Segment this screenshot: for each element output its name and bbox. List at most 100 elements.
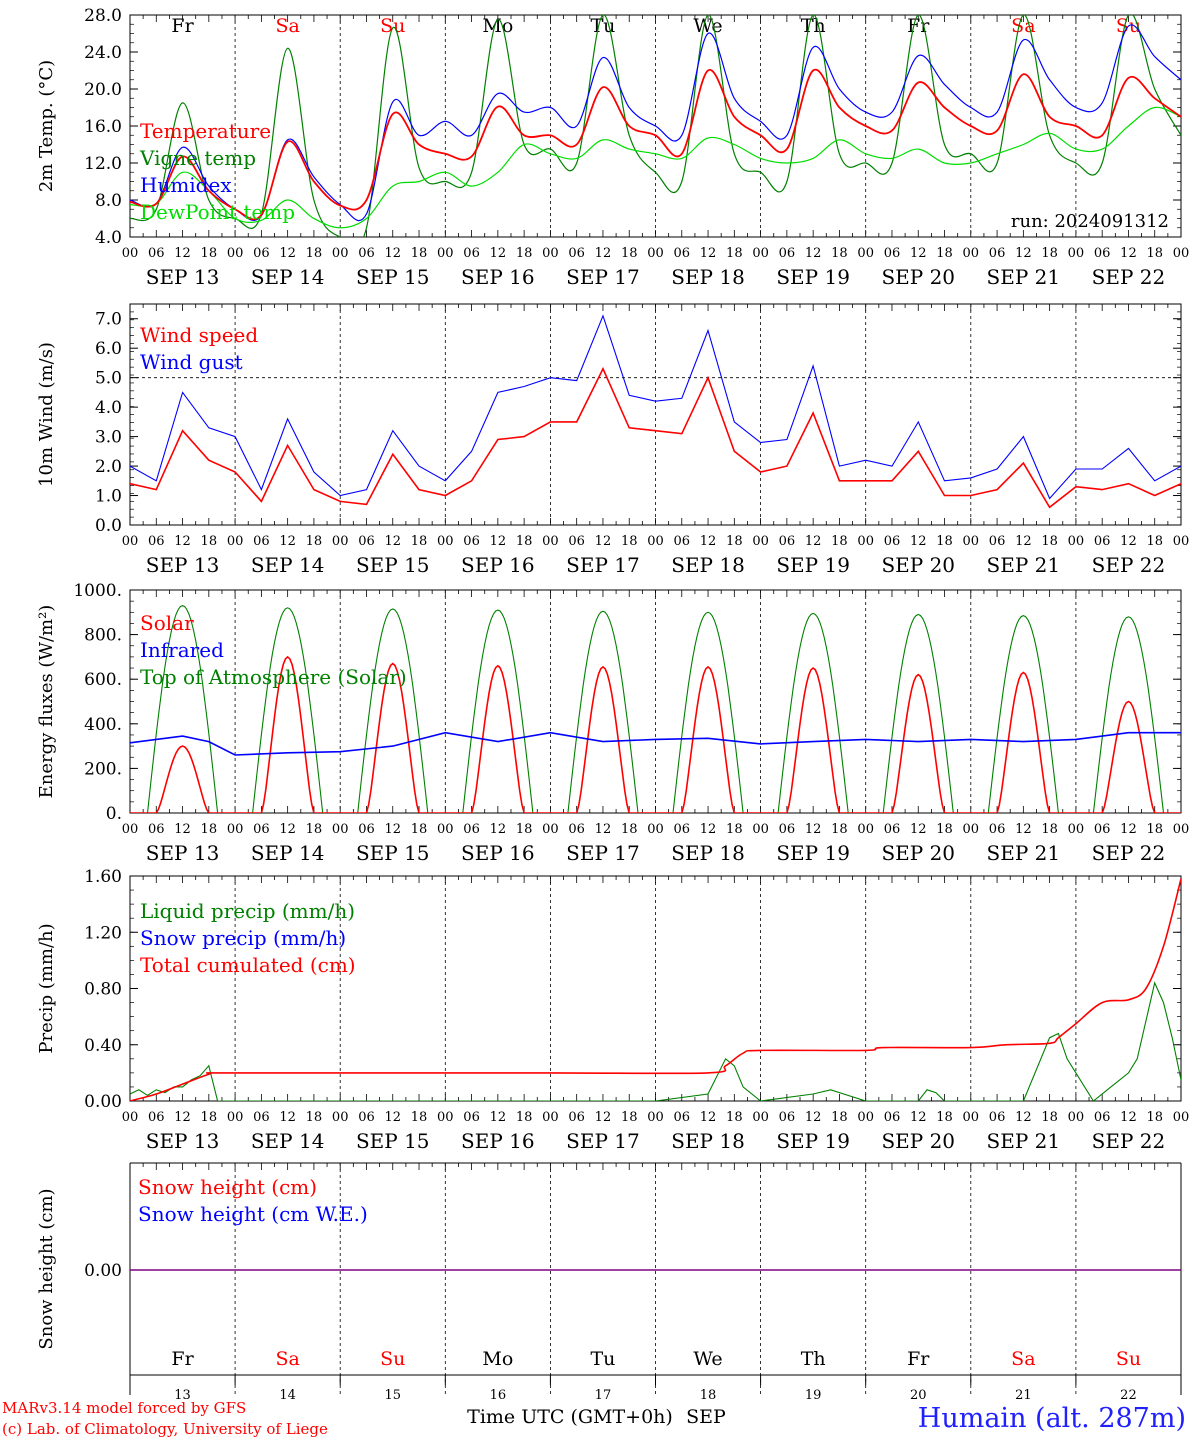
- day-name-label: We: [693, 1348, 722, 1370]
- x-hour-label: 00: [963, 534, 980, 549]
- y-tick-label: 0.0: [95, 516, 122, 536]
- x-hour-label: 00: [437, 1110, 454, 1125]
- y-tick-label: 28.0: [84, 6, 122, 26]
- x-hour-label: 12: [595, 534, 612, 549]
- x-hour-label: 00: [1173, 246, 1190, 261]
- x-hour-label: 00: [752, 1110, 769, 1125]
- x-date-label: SEP 14: [251, 1129, 325, 1153]
- day-name-label: Sa: [1011, 1348, 1035, 1370]
- x-hour-label: 18: [1041, 534, 1058, 549]
- x-hour-label: 12: [279, 822, 296, 837]
- y-tick-label: 400.: [84, 715, 122, 735]
- x-hour-label: 18: [936, 822, 953, 837]
- x-hour-label: 00: [857, 822, 874, 837]
- series-energy-solar-0: [130, 745, 236, 813]
- x-hour-label: 18: [831, 246, 848, 261]
- x-hour-label: 12: [1015, 1110, 1032, 1125]
- x-hour-label: 12: [1120, 246, 1137, 261]
- day-name-label: Fr: [171, 15, 194, 37]
- x-hour-label: 18: [831, 822, 848, 837]
- y-tick-label: 8.0: [95, 191, 122, 211]
- x-hour-label: 18: [1146, 246, 1163, 261]
- x-hour-label: 18: [936, 246, 953, 261]
- x-hour-label: 12: [174, 246, 191, 261]
- x-hour-label: 06: [568, 246, 585, 261]
- x-hour-label: 06: [884, 246, 901, 261]
- x-hour-label: 06: [1094, 822, 1111, 837]
- x-day-number: 19: [805, 1388, 822, 1403]
- x-hour-label: 06: [674, 822, 691, 837]
- y-tick-label: 4.0: [95, 398, 122, 418]
- x-hour-label: 00: [1068, 1110, 1085, 1125]
- x-hour-label: 06: [779, 1110, 796, 1125]
- x-hour-label: 00: [542, 534, 559, 549]
- x-hour-label: 18: [201, 246, 218, 261]
- y-tick-label: 2.0: [95, 457, 122, 477]
- x-date-label: SEP 14: [251, 265, 325, 289]
- x-day-number: 17: [595, 1388, 612, 1403]
- x-date-label: SEP 19: [776, 265, 850, 289]
- x-day-number: 20: [910, 1388, 927, 1403]
- day-name-label: Fr: [907, 15, 930, 37]
- x-date-label: SEP 13: [146, 553, 220, 577]
- x-hour-label: 06: [989, 246, 1006, 261]
- y-tick-label: 0.: [106, 804, 122, 824]
- x-hour-label: 00: [332, 534, 349, 549]
- x-hour-label: 06: [989, 534, 1006, 549]
- x-hour-label: 00: [122, 1110, 139, 1125]
- x-hour-label: 12: [700, 822, 717, 837]
- panel-frame-energy: [129, 589, 1182, 814]
- x-date-label: SEP 21: [987, 1129, 1061, 1153]
- run-label: run: 2024091312: [1011, 211, 1169, 232]
- x-hour-label: 06: [148, 822, 165, 837]
- y-tick-label: 7.0: [95, 310, 122, 330]
- x-hour-label: 06: [253, 246, 270, 261]
- series-temperature-2: [130, 24, 1181, 222]
- x-hour-label: 00: [122, 822, 139, 837]
- x-date-label: SEP 21: [987, 841, 1061, 865]
- x-hour-label: 12: [174, 822, 191, 837]
- x-hour-label: 00: [332, 1110, 349, 1125]
- x-hour-label: 18: [1146, 534, 1163, 549]
- y-tick-label: 20.0: [84, 80, 122, 100]
- x-hour-label: 06: [253, 822, 270, 837]
- x-hour-label: 00: [227, 534, 244, 549]
- x-hour-label: 00: [752, 246, 769, 261]
- x-hour-label: 06: [148, 534, 165, 549]
- legend-precip-0: Liquid precip (mm/h): [140, 899, 355, 923]
- x-hour-label: 06: [1094, 1110, 1111, 1125]
- x-hour-label: 12: [384, 1110, 401, 1125]
- x-date-label: SEP 22: [1092, 265, 1166, 289]
- x-hour-label: 00: [1068, 822, 1085, 837]
- x-hour-label: 18: [516, 822, 533, 837]
- x-hour-label: 06: [674, 534, 691, 549]
- series-energy-solar-6: [760, 666, 866, 813]
- x-hour-label: 00: [227, 246, 244, 261]
- series-energy-solar-5: [655, 665, 761, 813]
- x-hour-label: 18: [726, 246, 743, 261]
- x-hour-label: 12: [174, 1110, 191, 1125]
- x-hour-label: 00: [1068, 246, 1085, 261]
- x-hour-label: 18: [1041, 1110, 1058, 1125]
- x-date-label: SEP 15: [356, 1129, 430, 1153]
- y-tick-label: 16.0: [84, 117, 122, 137]
- x-hour-label: 12: [700, 1110, 717, 1125]
- x-hour-label: 12: [910, 246, 927, 261]
- x-hour-label: 06: [884, 534, 901, 549]
- x-hour-label: 18: [306, 1110, 323, 1125]
- x-axis-title: Time UTC (GMT+0h): [467, 1406, 673, 1428]
- x-date-label: SEP 16: [461, 841, 535, 865]
- legend-precip-1: Snow precip (mm/h): [140, 926, 346, 950]
- x-hour-label: 18: [1146, 822, 1163, 837]
- series-energy-solar-1: [235, 655, 341, 813]
- x-hour-label: 18: [726, 1110, 743, 1125]
- x-hour-label: 12: [805, 246, 822, 261]
- series-wind-0: [130, 366, 1181, 509]
- x-hour-label: 12: [490, 1110, 507, 1125]
- day-name-label: Mo: [482, 15, 513, 37]
- x-date-label: SEP 14: [251, 553, 325, 577]
- x-hour-label: 12: [910, 1110, 927, 1125]
- x-hour-label: 06: [779, 246, 796, 261]
